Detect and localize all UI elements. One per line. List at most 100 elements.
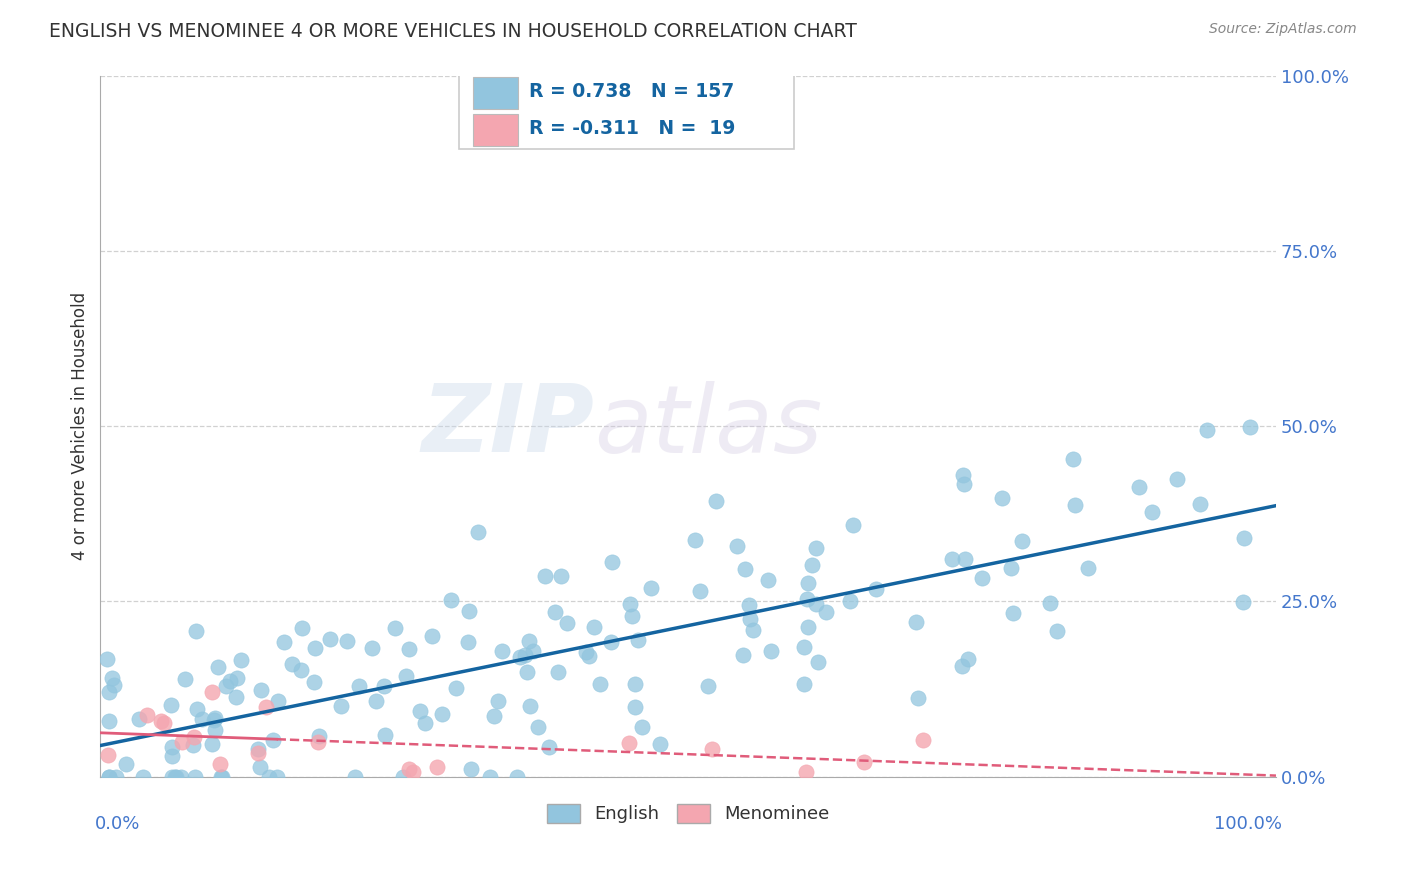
Point xyxy=(302,674,325,689)
Point xyxy=(519,634,541,648)
Point xyxy=(738,598,761,612)
Point xyxy=(200,685,222,699)
Point xyxy=(98,684,121,698)
Point xyxy=(794,764,817,779)
Point xyxy=(444,681,467,695)
Point xyxy=(814,605,837,619)
Point xyxy=(952,467,974,482)
Point xyxy=(853,755,876,769)
Point xyxy=(281,657,304,671)
Point xyxy=(797,620,820,634)
Point xyxy=(912,732,935,747)
Point xyxy=(1140,505,1163,519)
Point xyxy=(458,604,481,618)
Point xyxy=(103,678,125,692)
Point xyxy=(207,660,229,674)
Point xyxy=(183,730,205,744)
Point xyxy=(990,491,1012,506)
Point xyxy=(96,652,118,666)
Y-axis label: 4 or more Vehicles in Household: 4 or more Vehicles in Household xyxy=(72,292,89,560)
Point xyxy=(950,659,973,673)
Point xyxy=(246,742,269,756)
Point xyxy=(522,644,544,658)
Point xyxy=(420,629,443,643)
Point xyxy=(430,707,453,722)
Point xyxy=(700,741,723,756)
Point xyxy=(173,672,195,686)
Point xyxy=(209,770,232,784)
Point xyxy=(165,770,187,784)
Point xyxy=(733,648,755,662)
Point xyxy=(115,756,138,771)
Point xyxy=(742,624,765,638)
Point xyxy=(955,552,977,566)
Point xyxy=(619,735,641,749)
FancyBboxPatch shape xyxy=(472,77,517,109)
Point xyxy=(650,737,672,751)
Point xyxy=(482,709,505,723)
Point xyxy=(807,655,830,669)
Point xyxy=(704,493,727,508)
Point xyxy=(186,624,208,638)
Point xyxy=(865,582,887,596)
Point xyxy=(97,770,120,784)
Point xyxy=(384,621,406,635)
Point xyxy=(211,770,233,784)
Text: Source: ZipAtlas.com: Source: ZipAtlas.com xyxy=(1209,22,1357,37)
Point xyxy=(273,635,295,649)
Point xyxy=(486,694,509,708)
Point xyxy=(1000,561,1022,575)
Point xyxy=(624,699,647,714)
Point xyxy=(547,665,569,679)
Point xyxy=(204,723,226,738)
Point xyxy=(215,679,238,693)
Point xyxy=(1166,472,1188,486)
Point xyxy=(162,770,184,784)
Point xyxy=(402,764,425,779)
Point xyxy=(1195,423,1218,437)
Point xyxy=(1046,624,1069,638)
Text: atlas: atlas xyxy=(595,381,823,472)
Point xyxy=(527,720,550,734)
Point xyxy=(756,573,779,587)
Point xyxy=(395,669,418,683)
Point xyxy=(319,632,342,646)
Point xyxy=(725,540,748,554)
Point xyxy=(169,770,191,784)
Point xyxy=(153,716,176,731)
Point xyxy=(1239,420,1261,434)
Point xyxy=(135,708,157,723)
Point xyxy=(491,644,513,658)
Point xyxy=(1039,596,1062,610)
Point xyxy=(398,642,420,657)
Point xyxy=(467,524,489,539)
Point xyxy=(97,748,120,763)
Point xyxy=(624,677,647,691)
Point xyxy=(97,770,120,784)
Point xyxy=(104,770,127,784)
Point xyxy=(361,640,384,655)
Point xyxy=(460,762,482,776)
Point xyxy=(202,713,225,727)
Point xyxy=(184,770,207,784)
Point xyxy=(1128,480,1150,494)
Point xyxy=(366,694,388,708)
Point xyxy=(1064,498,1087,512)
Point xyxy=(209,756,232,771)
Point xyxy=(533,568,555,582)
Point xyxy=(291,622,314,636)
Point xyxy=(250,682,273,697)
Text: 0.0%: 0.0% xyxy=(94,815,139,833)
FancyBboxPatch shape xyxy=(458,69,794,149)
Point xyxy=(229,652,252,666)
Point xyxy=(1232,595,1254,609)
Point xyxy=(801,558,824,572)
Point xyxy=(550,569,572,583)
Point xyxy=(519,699,541,714)
Point xyxy=(1002,607,1025,621)
Point xyxy=(537,739,560,754)
Point xyxy=(640,581,662,595)
Point xyxy=(247,747,270,761)
Point xyxy=(953,476,976,491)
Point xyxy=(201,737,224,751)
